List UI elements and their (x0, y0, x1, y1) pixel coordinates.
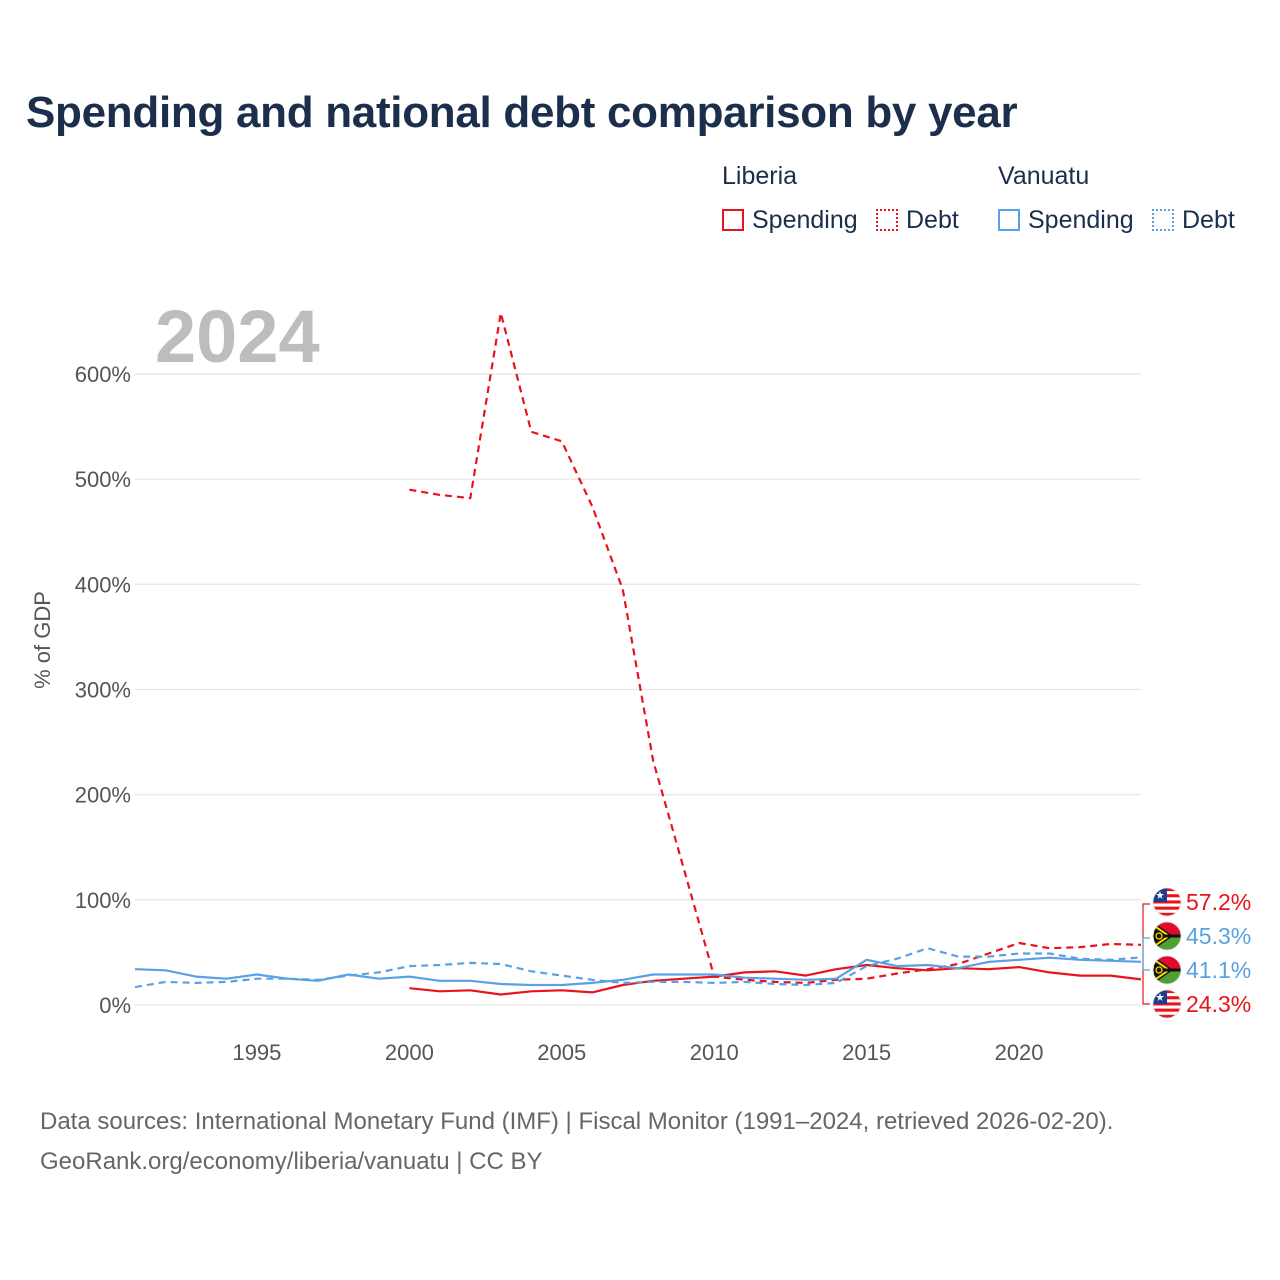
x-tick-label: 2000 (385, 1040, 434, 1065)
x-axis: 1995 2000 2005 2010 2015 2020 (232, 1040, 1043, 1065)
flag-vanuatu-icon (1153, 956, 1181, 984)
flag-liberia-icon (1153, 990, 1181, 1018)
end-label-value: 41.1% (1186, 957, 1251, 983)
series-line-vanuatu-debt[interactable] (134, 947, 1142, 989)
source-line-1: Data sources: International Monetary Fun… (40, 1108, 1114, 1135)
x-tick-label: 1995 (232, 1040, 281, 1065)
legend-label: Spending (752, 205, 858, 234)
legend-label: Spending (1028, 205, 1134, 234)
y-tick-label: 300% (75, 678, 131, 703)
end-label-bracket-vanuatu (1142, 937, 1150, 971)
y-tick-label: 100% (75, 888, 131, 913)
legend-vanuatu-spending[interactable]: Spending (998, 205, 1134, 235)
y-axis: 0% 100% 200% 300% 400% 500% 600% (75, 362, 131, 1018)
legend-vanuatu-debt[interactable]: Debt (1152, 205, 1235, 235)
legend-label: Debt (906, 205, 959, 234)
y-axis-label: % of GDP (30, 591, 55, 689)
end-label-value: 45.3% (1186, 923, 1251, 949)
legend-swatch-dotted-icon (876, 209, 898, 231)
series-line-liberia-debt[interactable] (409, 311, 1142, 985)
legend-country-liberia: Liberia (722, 162, 798, 190)
flag-vanuatu-icon (1153, 922, 1181, 950)
legend-label: Debt (1182, 205, 1235, 234)
y-tick-label: 400% (75, 572, 131, 597)
legend-swatch-solid-icon (998, 209, 1020, 231)
y-tick-label: 600% (75, 362, 131, 387)
series-line-vanuatu-spending[interactable] (134, 956, 1142, 987)
series-line-liberia-spending[interactable] (409, 963, 1142, 996)
end-label-value: 57.2% (1186, 889, 1251, 915)
legend-country-vanuatu: Vanuatu (998, 162, 1090, 190)
x-tick-label: 2020 (995, 1040, 1044, 1065)
legend-swatch-dotted-icon (1152, 209, 1174, 231)
source-line-2[interactable]: GeoRank.org/economy/liberia/vanuatu | CC… (40, 1148, 543, 1175)
legend-swatch-solid-icon (722, 209, 744, 231)
chart-title: Spending and national debt comparison by… (26, 88, 1018, 137)
legend-liberia-spending[interactable]: Spending (722, 205, 858, 235)
series-group (134, 311, 1142, 996)
end-label-bracket-liberia (1142, 903, 1150, 1005)
x-tick-label: 2015 (842, 1040, 891, 1065)
legend-liberia-debt[interactable]: Debt (876, 205, 959, 235)
year-watermark: 2024 (155, 295, 320, 378)
flag-liberia-icon (1153, 888, 1181, 916)
end-label-value: 24.3% (1186, 991, 1251, 1017)
y-tick-label: 500% (75, 467, 131, 492)
grid-lines (135, 373, 1141, 1006)
y-tick-label: 0% (99, 993, 131, 1018)
x-tick-label: 2005 (537, 1040, 586, 1065)
x-tick-label: 2010 (690, 1040, 739, 1065)
end-labels: 57.2% 45.3% 41.1% 24.3% (1142, 888, 1251, 1018)
y-tick-label: 200% (75, 783, 131, 808)
